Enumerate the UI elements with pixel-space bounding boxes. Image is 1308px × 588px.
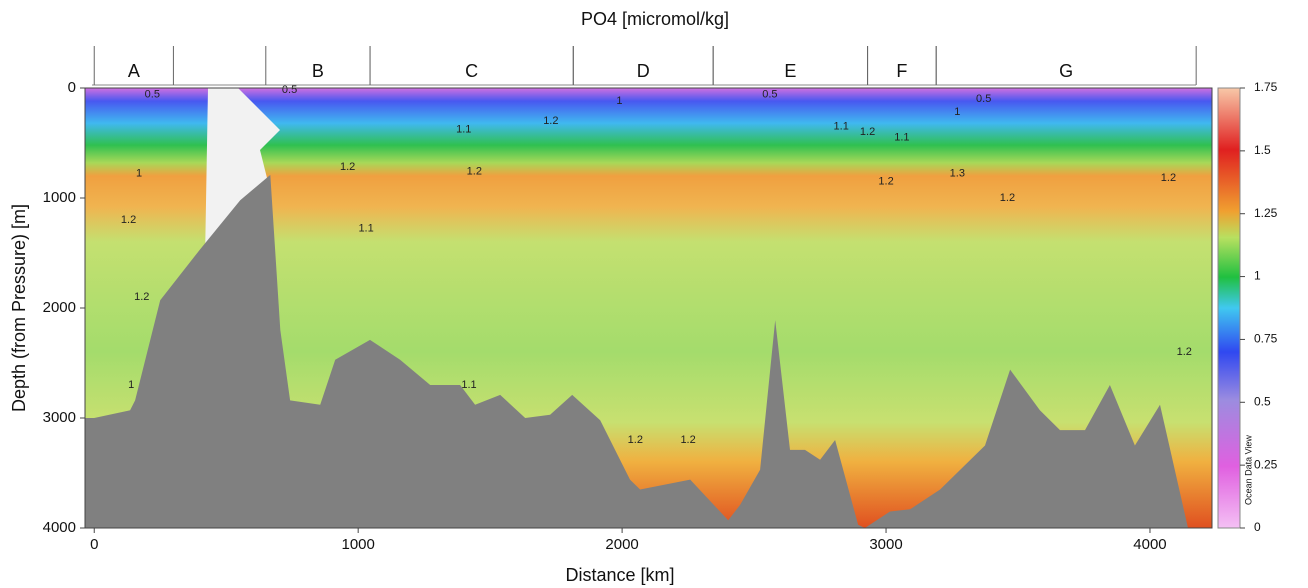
x-tick-label: 4000 (1133, 536, 1166, 553)
contour-label: 0.5 (762, 89, 777, 101)
contour-label: 1.3 (950, 168, 965, 180)
x-tick-label: 1000 (341, 536, 374, 553)
section-label: D (637, 61, 650, 81)
contour-label: 1.2 (878, 175, 893, 187)
section-label: E (784, 61, 796, 81)
section-label: G (1059, 61, 1073, 81)
contour-label: 1 (954, 106, 960, 118)
colorbar-tick-label: 1.75 (1254, 80, 1278, 94)
contour-label: 1.2 (860, 126, 875, 138)
colorbar-tick-label: 0 (1254, 520, 1261, 534)
contour-label: 1.1 (894, 131, 909, 143)
contour-label: 0.5 (145, 89, 160, 101)
contour-label: 1.2 (680, 434, 695, 446)
contour-label: 1.2 (543, 115, 558, 127)
watermark: Ocean Data View (1243, 435, 1253, 505)
contour-label: 1.1 (358, 223, 373, 235)
x-tick-label: 3000 (869, 536, 902, 553)
colorbar-tick-label: 1.5 (1254, 143, 1271, 157)
y-tick-label: 2000 (43, 299, 76, 316)
section-label: B (312, 61, 324, 81)
colorbar-tick-label: 0.75 (1254, 332, 1278, 346)
x-tick-label: 2000 (605, 536, 638, 553)
contour-label: 1.2 (340, 161, 355, 173)
contour-label: 1.2 (1161, 172, 1176, 184)
bathymetry (85, 174, 1188, 528)
contour-label: 1.2 (134, 291, 149, 303)
section-label: C (465, 61, 478, 81)
contour-label: 1.1 (834, 120, 849, 132)
contour-label: 0.5 (976, 93, 991, 105)
contour-label: 1.2 (467, 166, 482, 178)
contour-label: 1.2 (121, 214, 136, 226)
colorbar-tick-label: 1.25 (1254, 206, 1278, 220)
no-data-area (205, 88, 280, 260)
section-label: A (128, 61, 140, 81)
x-tick-label: 0 (90, 536, 98, 553)
contour-label: 1.1 (456, 124, 471, 136)
x-axis-label: Distance [km] (565, 565, 674, 585)
colorbar-tick-label: 0.25 (1254, 457, 1278, 471)
contour-label: 0.5 (282, 84, 297, 96)
contour-label: 1.1 (461, 379, 476, 391)
contour-label: 1.2 (628, 434, 643, 446)
colorbar-tick-label: 0.5 (1254, 394, 1271, 408)
contour-label: 1 (616, 95, 622, 107)
contour-label: 1 (136, 168, 142, 180)
y-axis-label: Depth (from Pressure) [m] (9, 204, 29, 412)
y-tick-label: 3000 (43, 409, 76, 426)
contour-label: 1.2 (1000, 192, 1015, 204)
section-label: F (896, 61, 907, 81)
contour-label: 1 (128, 379, 134, 391)
y-tick-label: 4000 (43, 519, 76, 536)
contour-label: 1.2 (1177, 346, 1192, 358)
colorbar (1217, 87, 1241, 529)
chart-title: PO4 [micromol/kg] (581, 9, 729, 29)
colorbar-tick-label: 1 (1254, 269, 1261, 283)
y-tick-label: 1000 (43, 189, 76, 206)
y-tick-label: 0 (68, 79, 76, 96)
